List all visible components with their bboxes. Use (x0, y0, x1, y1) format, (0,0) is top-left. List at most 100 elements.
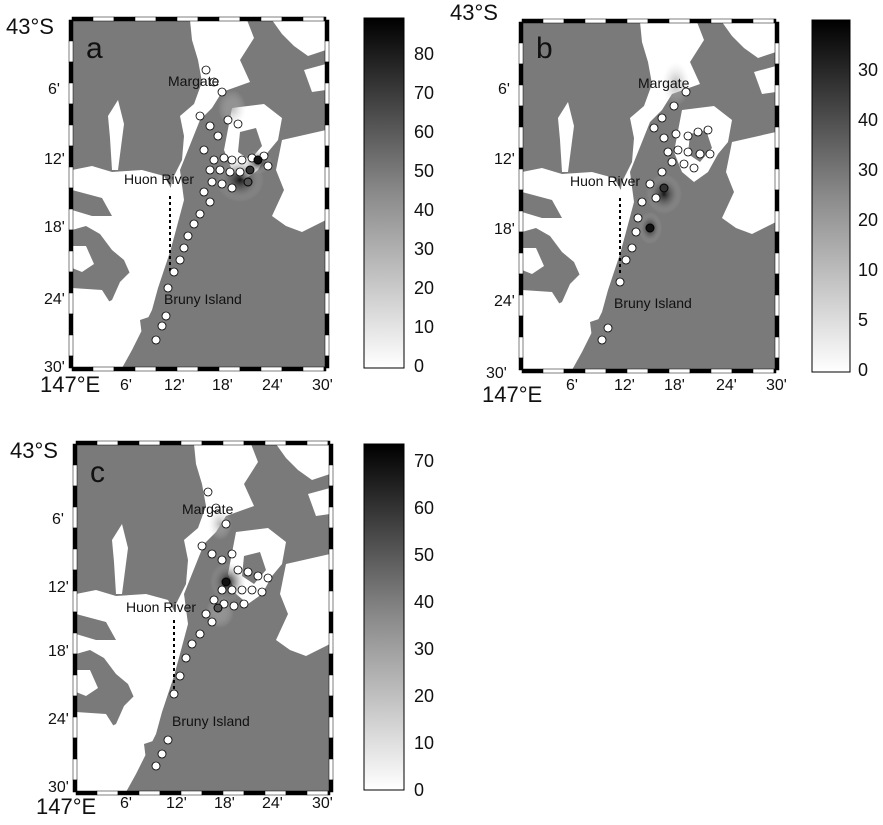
lon-label: 18' (214, 795, 235, 812)
station-marker (227, 549, 237, 559)
station-marker (237, 155, 247, 165)
colorbar-a: 0 10 20 30 40 50 60 70 80 (363, 17, 434, 376)
place-label-bruny: Bruny Island (164, 291, 242, 307)
colorbar-tick: 0 (414, 356, 424, 376)
colorbar-tick: 50 (414, 161, 434, 181)
station-marker (667, 157, 677, 167)
station-marker (227, 183, 237, 193)
station-marker (161, 311, 171, 321)
station-marker (227, 155, 237, 165)
station-marker (195, 629, 205, 639)
station-marker (201, 65, 211, 75)
station-marker (239, 599, 249, 609)
lat-label: 12' (494, 151, 515, 168)
lat-label: 6' (498, 81, 510, 98)
station-marker (197, 541, 207, 551)
lon-label: 18' (212, 377, 233, 394)
lon-label: 6' (120, 795, 132, 812)
panel-letter: b (536, 32, 553, 65)
lat-label: 24' (494, 293, 515, 310)
station-marker (671, 129, 681, 139)
panel-c: c Margate Huon River Bruny Island 43°S 6… (10, 438, 334, 819)
place-label-margate: Margate (638, 75, 690, 91)
station-marker (205, 121, 215, 131)
lat-label: 18' (48, 643, 69, 660)
station-marker (205, 165, 215, 175)
colorbar-tick: 30 (858, 160, 878, 180)
station-marker (681, 87, 691, 97)
station-marker (175, 671, 185, 681)
colorbar-tick: 5 (858, 310, 868, 330)
station-marker (237, 585, 247, 595)
station-marker (235, 167, 245, 177)
station-marker (157, 321, 167, 331)
place-label-bruny: Bruny Island (614, 295, 692, 311)
station-markers (151, 487, 273, 771)
lon-label: 30' (766, 377, 787, 394)
station-marker (663, 147, 673, 157)
station-marker (627, 243, 637, 253)
station-marker (253, 571, 263, 581)
station-marker (683, 147, 693, 157)
station-marker (201, 609, 211, 619)
colorbar-c: 0 10 20 30 40 50 60 70 (363, 443, 434, 800)
station-marker (163, 735, 173, 745)
station-marker (211, 503, 221, 513)
station-marker (645, 179, 655, 189)
station-marker (657, 167, 667, 177)
lat-label: 12' (44, 151, 65, 168)
colorbar-tick: 30 (414, 239, 434, 259)
lat-label: 24' (48, 711, 69, 728)
map-frame (72, 440, 334, 796)
station-marker (223, 115, 233, 125)
station-marker (215, 165, 225, 175)
lon-label: 18' (664, 377, 685, 394)
station-marker (217, 585, 227, 595)
station-marker (205, 197, 215, 207)
station-marker (151, 761, 161, 771)
lon-label: 6' (120, 377, 132, 394)
station-marker (179, 243, 189, 253)
colorbar-tick: 40 (414, 592, 434, 612)
station-marker (225, 167, 235, 177)
station-marker (189, 219, 199, 229)
colorbar-b: 0 5 10 20 30 40 30 (811, 19, 878, 380)
lon-label: 147°E (40, 372, 100, 397)
lon-label: 30' (312, 795, 333, 812)
lon-label: 12' (166, 795, 187, 812)
station-marker (683, 131, 693, 141)
station-marker (203, 487, 213, 497)
station-marker (705, 149, 715, 159)
station-marker (217, 555, 227, 565)
station-marker (209, 77, 219, 87)
colorbar-tick: 0 (858, 360, 868, 380)
station-marker (181, 653, 191, 663)
lon-label: 30' (312, 377, 333, 394)
station-markers (151, 65, 273, 345)
station-marker (151, 335, 161, 345)
station-marker (257, 587, 267, 597)
panel-letter: c (90, 456, 105, 489)
station-marker (169, 267, 179, 277)
colorbar-tick: 70 (414, 451, 434, 471)
lat-label: 43°S (450, 0, 498, 25)
station-marker (695, 149, 705, 159)
colorbar-tick: 80 (414, 44, 434, 64)
lat-label: 43°S (6, 14, 54, 39)
station-marker (615, 277, 625, 287)
station-marker (163, 283, 173, 293)
station-marker (221, 519, 231, 529)
station-marker (195, 111, 205, 121)
station-marker (637, 197, 647, 207)
lat-label: 24' (44, 291, 65, 308)
station-marker (229, 601, 239, 611)
station-marker (169, 689, 179, 699)
station-marker (195, 209, 205, 219)
station-marker (199, 145, 209, 155)
colorbar-tick: 10 (858, 260, 878, 280)
place-label-bruny: Bruny Island (172, 713, 250, 729)
lon-label: 24' (262, 795, 283, 812)
station-marker (603, 323, 613, 333)
lat-label: 12' (48, 579, 69, 596)
station-marker (247, 585, 257, 595)
